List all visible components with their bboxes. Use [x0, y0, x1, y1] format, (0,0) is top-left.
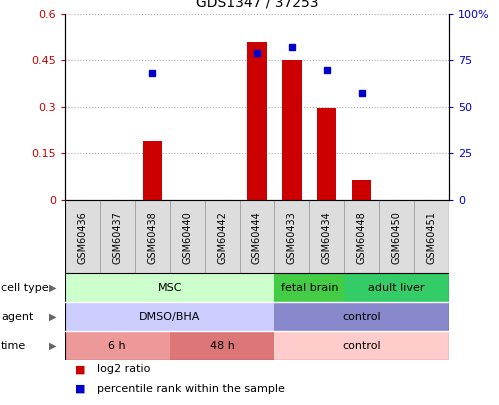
Text: ▶: ▶ [48, 312, 56, 322]
Bar [274, 200, 309, 273]
Bar [352, 180, 371, 200]
Bar [205, 200, 240, 273]
Title: GDS1347 / 37253: GDS1347 / 37253 [196, 0, 318, 10]
Bar [282, 60, 301, 200]
Text: ■: ■ [75, 384, 85, 394]
Bar [344, 273, 449, 302]
Text: 48 h: 48 h [210, 341, 235, 351]
Bar [100, 200, 135, 273]
Bar [170, 200, 205, 273]
Bar [135, 200, 170, 273]
Text: GSM60442: GSM60442 [217, 211, 227, 264]
Text: fetal brain: fetal brain [280, 283, 338, 292]
Bar [65, 200, 100, 273]
Bar [317, 109, 336, 200]
Text: ▶: ▶ [48, 283, 56, 292]
Text: ■: ■ [75, 364, 85, 375]
Text: GSM60450: GSM60450 [392, 211, 402, 264]
Bar [379, 200, 414, 273]
Bar [240, 200, 274, 273]
Bar [344, 200, 379, 273]
Text: GSM60434: GSM60434 [322, 211, 332, 264]
Text: ▶: ▶ [48, 341, 56, 351]
Bar [248, 42, 266, 200]
Text: GSM60437: GSM60437 [112, 211, 122, 264]
Bar [309, 200, 344, 273]
Bar [65, 273, 274, 302]
Text: log2 ratio: log2 ratio [97, 364, 151, 375]
Text: time: time [1, 341, 26, 351]
Text: GSM60444: GSM60444 [252, 211, 262, 264]
Bar [65, 302, 274, 331]
Bar [274, 331, 449, 360]
Text: GSM60438: GSM60438 [147, 211, 157, 264]
Text: adult liver: adult liver [368, 283, 425, 292]
Bar [170, 331, 274, 360]
Bar [143, 141, 162, 200]
Text: MSC: MSC [157, 283, 182, 292]
Text: control: control [342, 341, 381, 351]
Text: GSM60448: GSM60448 [357, 211, 367, 264]
Text: agent: agent [1, 312, 33, 322]
Bar [414, 200, 449, 273]
Text: percentile rank within the sample: percentile rank within the sample [97, 384, 285, 394]
Text: DMSO/BHA: DMSO/BHA [139, 312, 200, 322]
Text: GSM60451: GSM60451 [427, 211, 437, 264]
Text: 6 h: 6 h [108, 341, 126, 351]
Text: GSM60433: GSM60433 [287, 211, 297, 264]
Text: GSM60440: GSM60440 [182, 211, 192, 264]
Bar [274, 273, 344, 302]
Bar [274, 302, 449, 331]
Text: cell type: cell type [1, 283, 48, 292]
Text: control: control [342, 312, 381, 322]
Bar [65, 331, 170, 360]
Text: GSM60436: GSM60436 [77, 211, 87, 264]
